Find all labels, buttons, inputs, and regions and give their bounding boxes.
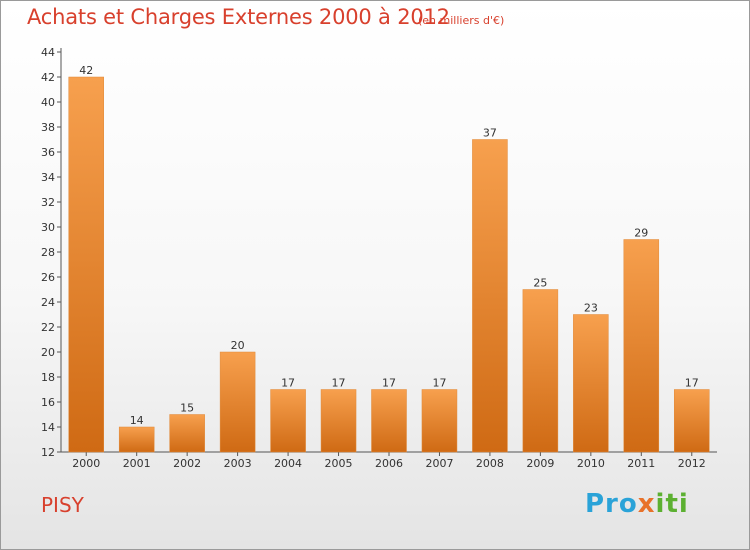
x-tick-label: 2005 bbox=[325, 457, 353, 470]
y-tick-label: 44 bbox=[41, 46, 55, 59]
data-label: 17 bbox=[332, 377, 346, 390]
logo-part-iti: iti bbox=[655, 489, 689, 519]
y-tick-label: 30 bbox=[41, 221, 55, 234]
data-label: 17 bbox=[281, 377, 295, 390]
y-tick-label: 36 bbox=[41, 146, 55, 159]
axes: 12 14 16 18 20 22 24 26 28 30 32 34 36 38 40 42 44 2000 20… bbox=[41, 46, 717, 470]
x-tick-label: 2004 bbox=[274, 457, 302, 470]
y-tick-label: 38 bbox=[41, 121, 55, 134]
value-labels: 42 14 15 20 17 17 17 17 37 25 23 29 17 bbox=[79, 64, 699, 427]
y-tick-label: 14 bbox=[41, 421, 55, 434]
bar bbox=[219, 351, 256, 453]
bar bbox=[421, 389, 458, 453]
x-tick-label: 2008 bbox=[476, 457, 504, 470]
data-label: 17 bbox=[685, 377, 699, 390]
x-tick-label: 2011 bbox=[627, 457, 655, 470]
y-tick-label: 32 bbox=[41, 196, 55, 209]
data-label: 15 bbox=[180, 402, 194, 415]
x-tick-label: 2012 bbox=[678, 457, 706, 470]
y-tick-label: 28 bbox=[41, 246, 55, 259]
x-tick-label: 2000 bbox=[72, 457, 100, 470]
data-label: 14 bbox=[130, 414, 144, 427]
data-label: 20 bbox=[231, 339, 245, 352]
proxiti-logo: Proxiti bbox=[585, 489, 689, 519]
data-label: 29 bbox=[634, 227, 648, 240]
x-tick-label: 2006 bbox=[375, 457, 403, 470]
bar bbox=[371, 389, 407, 453]
y-tick-label: 12 bbox=[41, 446, 55, 459]
bar bbox=[118, 426, 155, 453]
y-tick-label: 16 bbox=[41, 396, 55, 409]
y-tick-label: 26 bbox=[41, 271, 55, 284]
y-tick-label: 24 bbox=[41, 296, 55, 309]
bar bbox=[270, 389, 306, 453]
bar bbox=[472, 139, 508, 453]
x-tick-label: 2009 bbox=[526, 457, 554, 470]
town-name: PISY bbox=[41, 493, 84, 517]
bar bbox=[68, 76, 104, 453]
data-label: 17 bbox=[432, 377, 446, 390]
y-tick-label: 42 bbox=[41, 71, 55, 84]
y-tick-label: 40 bbox=[41, 96, 55, 109]
y-tick-label: 22 bbox=[41, 321, 55, 334]
data-label: 23 bbox=[584, 302, 598, 315]
x-tick-label: 2001 bbox=[123, 457, 151, 470]
unit-note: (en milliers d'€) bbox=[418, 14, 505, 27]
logo-part-x: x bbox=[637, 489, 656, 519]
bar bbox=[320, 389, 357, 453]
bar bbox=[573, 314, 609, 453]
logo-part-pro: Pro bbox=[585, 489, 638, 519]
y-tick-label: 18 bbox=[41, 371, 55, 384]
data-label: 42 bbox=[79, 64, 93, 77]
x-tick-label: 2003 bbox=[224, 457, 252, 470]
x-tick-label: 2007 bbox=[425, 457, 453, 470]
y-tick-label: 20 bbox=[41, 346, 55, 359]
data-label: 37 bbox=[483, 127, 497, 140]
x-tick-label: 2010 bbox=[577, 457, 605, 470]
bars bbox=[68, 76, 710, 453]
bar bbox=[674, 389, 710, 453]
data-label: 25 bbox=[533, 277, 547, 290]
x-tick-label: 2002 bbox=[173, 457, 201, 470]
bar bbox=[169, 414, 205, 453]
bar bbox=[623, 239, 660, 453]
y-tick-label: 34 bbox=[41, 171, 55, 184]
data-label: 17 bbox=[382, 377, 396, 390]
bar bbox=[522, 289, 559, 453]
chart-title: Achats et Charges Externes 2000 à 2012 bbox=[27, 5, 450, 29]
